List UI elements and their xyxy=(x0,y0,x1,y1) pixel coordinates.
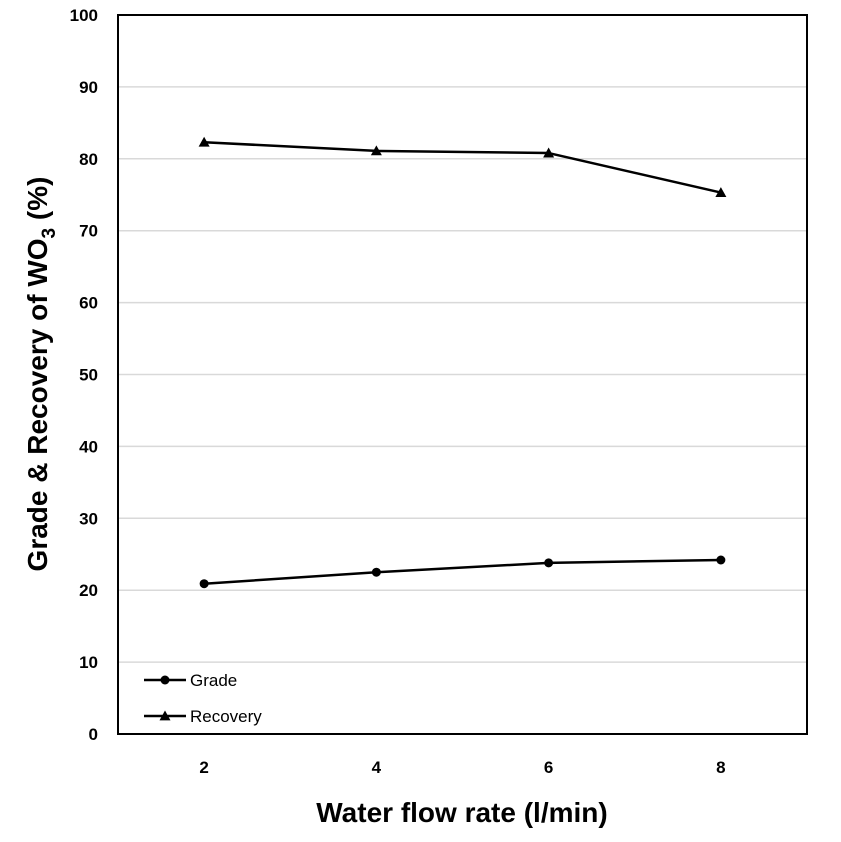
y-tick-label: 0 xyxy=(89,725,98,744)
x-axis-ticks: 2 4 6 8 xyxy=(199,758,725,777)
data-point-grade xyxy=(199,579,209,589)
series-group xyxy=(198,136,727,589)
y-tick-label: 70 xyxy=(79,222,98,241)
y-tick-label: 80 xyxy=(79,150,98,169)
y-axis-title-subscript: 3 xyxy=(39,228,60,239)
data-point-grade xyxy=(544,558,554,568)
data-point-recovery xyxy=(370,145,382,156)
x-axis-title: Water flow rate (l/min) xyxy=(316,797,607,828)
data-point-recovery xyxy=(198,136,210,147)
legend-item-grade: Grade xyxy=(144,671,237,690)
x-tick-label: 2 xyxy=(199,758,208,777)
gridlines xyxy=(118,86,807,663)
legend-label-recovery: Recovery xyxy=(190,707,262,726)
legend: Grade Recovery xyxy=(144,671,262,726)
y-axis-ticks: 0 10 20 30 40 50 60 70 80 90 100 xyxy=(70,6,98,744)
data-point-grade xyxy=(716,555,726,565)
series-grade xyxy=(199,555,726,589)
series-recovery xyxy=(198,136,727,197)
legend-marker-recovery xyxy=(159,710,171,721)
legend-label-grade: Grade xyxy=(190,671,237,690)
y-tick-label: 30 xyxy=(79,509,98,528)
y-tick-label: 100 xyxy=(70,6,98,25)
series-line-recovery xyxy=(204,141,722,194)
x-tick-label: 4 xyxy=(372,758,382,777)
y-axis-title-main: Grade & Recovery of WO xyxy=(22,238,53,571)
x-tick-label: 8 xyxy=(716,758,725,777)
data-point-recovery xyxy=(543,147,555,158)
y-tick-label: 50 xyxy=(79,366,98,385)
y-tick-label: 90 xyxy=(79,78,98,97)
x-tick-label: 6 xyxy=(544,758,553,777)
y-tick-label: 20 xyxy=(79,581,98,600)
data-point-grade xyxy=(371,567,381,577)
plot-area-frame xyxy=(117,14,808,735)
y-tick-label: 60 xyxy=(79,294,98,313)
legend-marker-grade xyxy=(160,675,170,685)
data-point-recovery xyxy=(715,187,727,197)
y-tick-label: 10 xyxy=(79,653,98,672)
y-axis-title-suffix: (%) xyxy=(22,177,53,228)
legend-item-recovery: Recovery xyxy=(144,707,262,726)
y-axis-title: Grade & Recovery of WO3 (%) xyxy=(22,177,60,572)
y-tick-label: 40 xyxy=(79,437,98,456)
series-line-grade xyxy=(204,558,721,585)
